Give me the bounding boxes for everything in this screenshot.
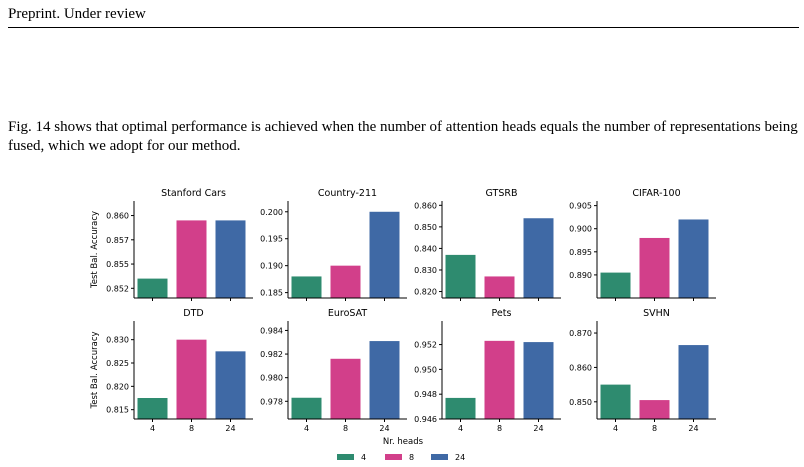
legend-swatch-24	[431, 454, 448, 460]
panel-title: Stanford Cars	[161, 188, 226, 199]
bar-4	[137, 278, 168, 298]
y-tick-label: 0.978	[260, 397, 283, 406]
panel-title: Pets	[492, 308, 512, 319]
bar-8	[484, 276, 515, 298]
y-tick-label: 0.860	[106, 212, 129, 221]
y-tick-label: 0.905	[569, 202, 592, 211]
bar-24	[369, 211, 400, 298]
x-tick-label: 8	[497, 424, 502, 433]
bar-4	[445, 397, 476, 419]
y-tick-label: 0.980	[260, 374, 283, 383]
panel-title: SVHN	[643, 308, 670, 319]
x-tick-label: 24	[225, 424, 235, 433]
bar-8	[484, 340, 515, 419]
y-tick-label: 0.185	[260, 289, 283, 298]
legend-label: 4	[361, 453, 366, 462]
y-tick-label: 0.825	[106, 359, 129, 368]
y-tick-label: 0.850	[414, 223, 437, 232]
y-tick-label: 0.890	[569, 271, 592, 280]
bar-4	[291, 276, 322, 298]
x-axis-label: Nr. heads	[383, 437, 424, 447]
body-paragraph: Fig. 14 shows that optimal performance i…	[8, 119, 798, 154]
y-tick-label: 0.870	[569, 329, 592, 338]
bar-4	[445, 254, 476, 298]
x-tick-label: 8	[652, 424, 657, 433]
x-tick-label: 8	[189, 424, 194, 433]
y-tick-label: 0.852	[106, 284, 129, 293]
x-tick-label: 8	[343, 424, 348, 433]
legend-label: 24	[455, 453, 465, 462]
y-tick-label: 0.190	[260, 262, 283, 271]
bar-24	[678, 345, 709, 419]
x-tick-label: 4	[304, 424, 309, 433]
panel-title: Country-211	[318, 188, 377, 199]
bar-24	[523, 218, 554, 298]
bar-4	[137, 398, 168, 419]
y-tick-label: 0.820	[106, 382, 129, 391]
header-rule	[8, 27, 799, 28]
y-tick-label: 0.830	[414, 266, 437, 275]
legend-swatch-4	[337, 454, 354, 460]
y-tick-label: 0.860	[414, 201, 437, 210]
bar-8	[330, 265, 361, 298]
y-tick-label: 0.855	[106, 260, 129, 269]
bar-8	[330, 358, 361, 419]
y-tick-label: 0.948	[414, 390, 437, 399]
y-tick-label: 0.815	[106, 406, 129, 415]
bar-4	[600, 272, 631, 298]
bar-4	[291, 397, 322, 419]
page-header: Preprint. Under review	[8, 6, 146, 22]
y-axis-label: Test Bal. Accuracy	[90, 211, 100, 289]
x-tick-label: 24	[688, 424, 698, 433]
y-axis-label: Test Bal. Accuracy	[90, 331, 100, 409]
y-tick-label: 0.840	[414, 244, 437, 253]
panel-title: DTD	[183, 308, 203, 319]
x-tick-label: 4	[150, 424, 155, 433]
y-tick-label: 0.195	[260, 235, 283, 244]
y-tick-label: 0.950	[414, 365, 437, 374]
panel-title: CIFAR-100	[632, 188, 680, 199]
panel-title: GTSRB	[486, 188, 518, 199]
bar-4	[600, 384, 631, 419]
y-tick-label: 0.200	[260, 208, 283, 217]
y-tick-label: 0.850	[569, 398, 592, 407]
bar-24	[215, 351, 246, 419]
y-tick-label: 0.857	[106, 236, 129, 245]
bar-8	[639, 237, 670, 298]
y-tick-label: 0.982	[260, 350, 283, 359]
y-tick-label: 0.860	[569, 363, 592, 372]
panel-title: EuroSAT	[328, 308, 368, 319]
y-tick-label: 0.830	[106, 336, 129, 345]
y-tick-label: 0.895	[569, 248, 592, 257]
bar-8	[176, 220, 207, 298]
bar-24	[678, 219, 709, 298]
x-tick-label: 4	[613, 424, 618, 433]
x-tick-label: 4	[458, 424, 463, 433]
y-tick-label: 0.946	[414, 415, 437, 424]
legend-swatch-8	[385, 454, 402, 460]
y-tick-label: 0.820	[414, 288, 437, 297]
y-tick-label: 0.984	[260, 326, 283, 335]
bar-24	[369, 341, 400, 419]
bar-8	[639, 400, 670, 419]
bar-24	[523, 342, 554, 419]
y-tick-label: 0.952	[414, 341, 437, 350]
bar-8	[176, 339, 207, 419]
legend-label: 8	[409, 453, 414, 462]
x-tick-label: 24	[533, 424, 543, 433]
x-tick-label: 24	[379, 424, 389, 433]
bar-24	[215, 220, 246, 298]
y-tick-label: 0.900	[569, 225, 592, 234]
